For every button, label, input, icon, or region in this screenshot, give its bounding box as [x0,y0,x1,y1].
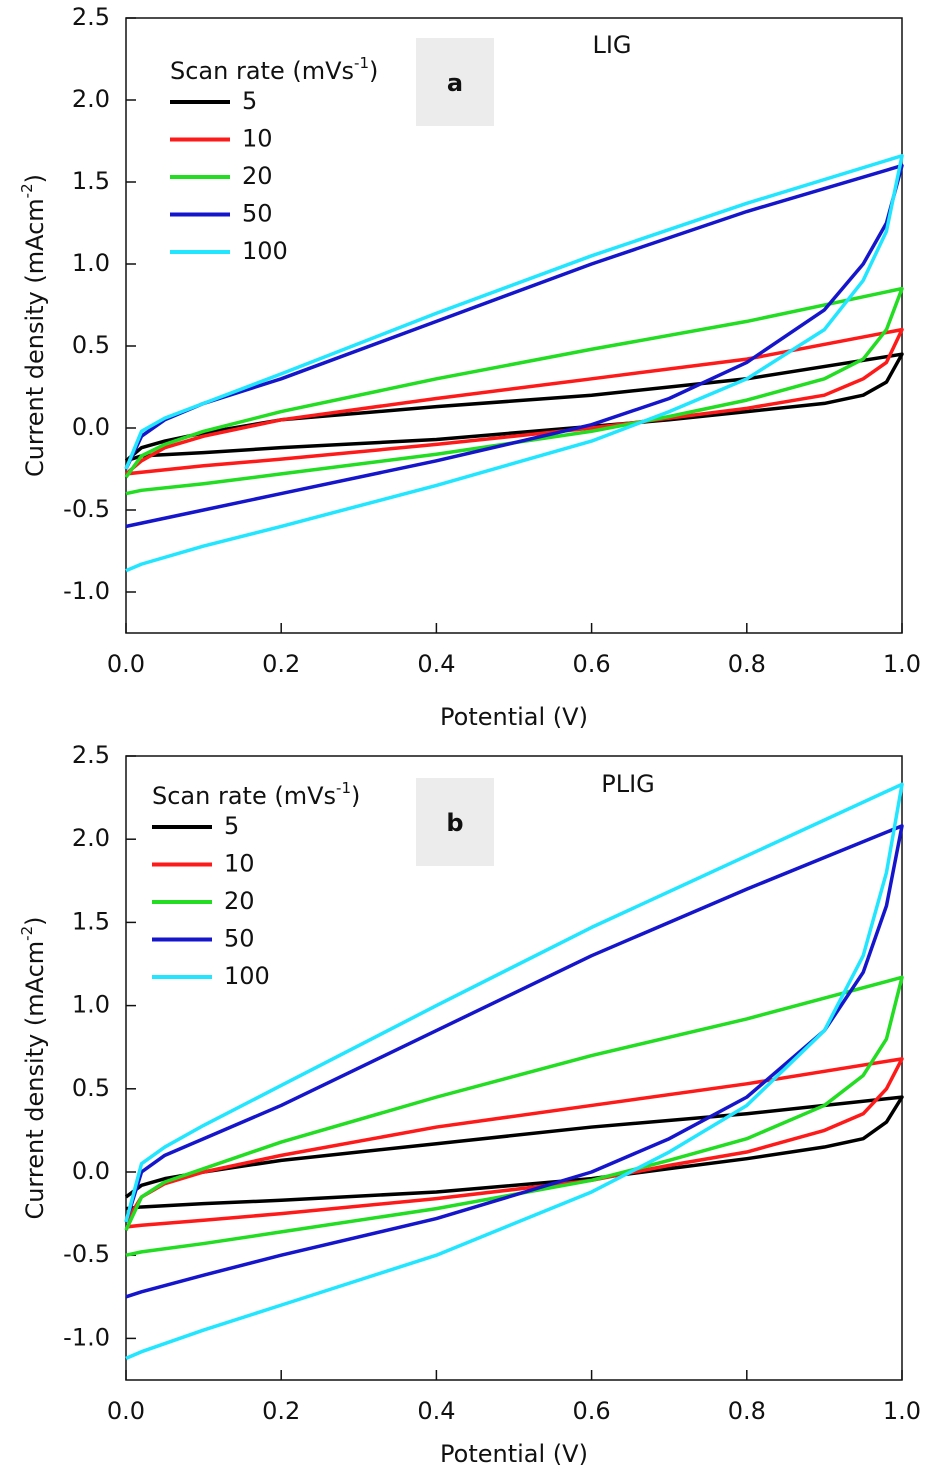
x-tick-label: 0.4 [417,650,455,678]
series-line [124,1095,904,1211]
y-axis-label: Current density (mAcm-2) [18,916,50,1219]
panel-label: b [446,809,463,837]
x-tick-label: 1.0 [883,650,921,678]
series-line [124,154,904,573]
y-axis-label-text: Current density (mAcm [21,941,49,1220]
y-tick-label: 2.0 [72,85,110,113]
y-tick-label: 1.0 [72,249,110,277]
legend-title-sup: -1 [336,779,351,797]
legend-label: 100 [224,962,270,990]
plot-frame [125,17,903,634]
x-tick-label: 0.0 [107,1397,145,1425]
legend-title: Scan rate (mVs-1) [170,54,378,86]
y-axis-label-end: ) [21,174,49,183]
x-tick-label: 0.6 [573,650,611,678]
legend-title-sup: -1 [354,54,369,72]
y-tick-label: 1.0 [72,991,110,1019]
series-line [124,975,904,1257]
legend-title-text: Scan rate (mVs [152,782,336,810]
y-tick-label: 0.0 [72,1157,110,1185]
legend-label: 50 [224,925,255,953]
x-tick-label: 0.8 [728,1397,766,1425]
legend-label: 10 [242,125,273,153]
legend-title-end: ) [351,782,360,810]
annotation: PLIG [601,770,655,798]
y-axis-label-sup: -2 [18,183,36,198]
y-tick-label: -0.5 [63,495,110,523]
y-tick-label: 2.0 [72,824,110,852]
x-tick-label: 0.2 [262,650,300,678]
x-tick-label: 0.4 [417,1397,455,1425]
x-tick-label: 0.2 [262,1397,300,1425]
series-line [124,1057,904,1229]
plot-frame [125,755,903,1381]
legend-label: 5 [242,87,257,115]
legend-label: 20 [242,162,273,190]
annotation: LIG [592,31,631,59]
legend-label: 5 [224,812,239,840]
y-tick-label: -0.5 [63,1240,110,1268]
y-axis-label-end: ) [21,916,49,925]
series-line [124,824,904,1299]
y-axis-label-sup: -2 [18,926,36,941]
y-tick-label: 0.0 [72,413,110,441]
x-tick-label: 0.0 [107,650,145,678]
x-tick-label: 1.0 [883,1397,921,1425]
y-axis-label-text: Current density (mAcm [21,198,49,477]
legend-label: 50 [242,200,273,228]
x-tick-label: 0.8 [728,650,766,678]
y-tick-label: 2.5 [72,741,110,769]
legend-title-end: ) [369,57,378,85]
legend-title-text: Scan rate (mVs [170,57,354,85]
legend-label: 20 [224,887,255,915]
series-line [124,286,904,496]
y-axis-label: Current density (mAcm-2) [18,174,50,477]
y-tick-label: -1.0 [63,1323,110,1351]
x-axis-label: Potential (V) [440,1440,588,1468]
x-axis-label: Potential (V) [440,703,588,731]
y-tick-label: 1.5 [72,907,110,935]
series-line [124,782,904,1360]
y-tick-label: -1.0 [63,577,110,605]
panel-label-box [416,38,494,126]
y-tick-label: 1.5 [72,167,110,195]
panel-label: a [447,69,463,97]
panel-label-box [416,778,494,866]
legend-title: Scan rate (mVs-1) [152,779,360,811]
x-tick-label: 0.6 [573,1397,611,1425]
y-tick-label: 2.5 [72,3,110,31]
series-line [124,327,904,476]
y-tick-label: 0.5 [72,331,110,359]
y-tick-label: 0.5 [72,1074,110,1102]
series-line [124,352,904,463]
legend-label: 100 [242,237,288,265]
legend-label: 10 [224,850,255,878]
